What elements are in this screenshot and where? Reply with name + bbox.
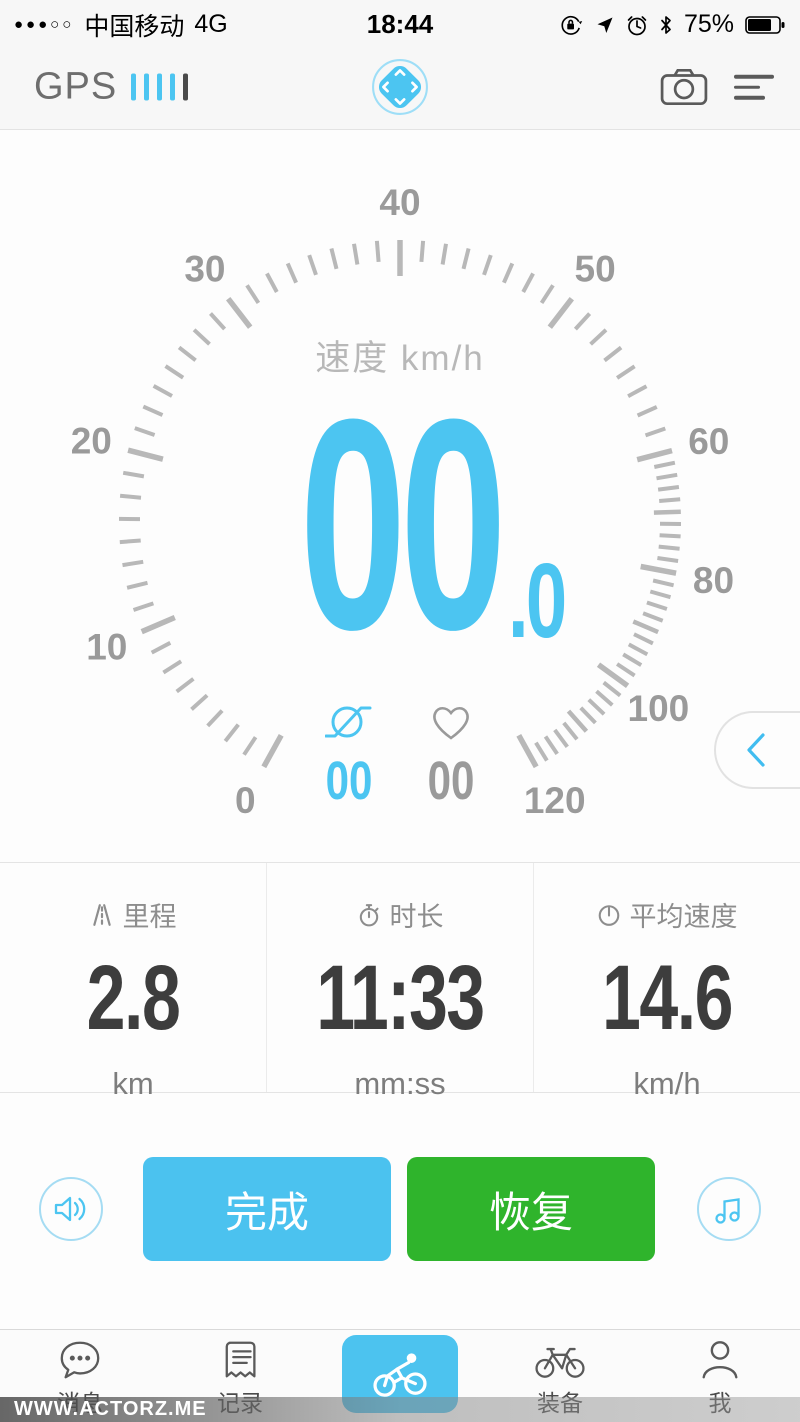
svg-text:0: 0	[235, 780, 256, 821]
status-bar: ●●●○○ 中国移动 4G 18:44	[0, 0, 800, 45]
distance-label: 里程	[122, 902, 177, 932]
avg-speed-stat: 平均速度 14.6 km/h	[533, 863, 800, 1101]
heart-icon	[415, 698, 487, 746]
person-icon	[697, 1337, 743, 1383]
rotation-lock-icon	[559, 13, 584, 37]
battery-icon	[745, 14, 786, 36]
svg-text:10: 10	[86, 627, 127, 668]
heart-rate-stat: 00	[415, 698, 487, 808]
avg-speed-value: 14.6	[601, 947, 734, 1049]
bluetooth-icon	[659, 15, 673, 35]
network-label: 4G	[194, 10, 228, 38]
status-right: 75%	[559, 10, 786, 39]
svg-text:40: 40	[379, 182, 420, 223]
battery-fill	[748, 18, 771, 31]
battery-percent-label: 75%	[683, 10, 734, 38]
cadence-value: 00	[325, 751, 373, 811]
stopwatch-icon	[357, 903, 381, 927]
speedometer-panel: 0 10 20 30 40 50 60 80 100 120 速度 km/h 00 .0 00	[0, 130, 800, 862]
clock-time: 18:44	[366, 9, 434, 39]
gps-status: GPS	[34, 65, 189, 109]
avg-speed-unit: km/h	[633, 1066, 701, 1101]
mini-stats: 00 00	[0, 698, 800, 808]
svg-text:80: 80	[693, 560, 734, 601]
speed-value: 00	[299, 356, 507, 692]
duration-value: 11:33	[316, 947, 485, 1049]
music-button[interactable]	[697, 1177, 761, 1241]
svg-text:60: 60	[688, 421, 729, 462]
speed-decimal: .0	[508, 542, 567, 660]
svg-text:120: 120	[524, 780, 586, 821]
app-header: GPS	[0, 45, 800, 129]
chevron-left-icon	[746, 732, 766, 768]
camera-icon[interactable]	[660, 68, 708, 106]
cyclist-icon	[371, 1350, 429, 1398]
compass-dpad-icon[interactable]	[371, 58, 429, 116]
gauge-title: 速度 km/h	[315, 339, 485, 378]
speed-gauge: 0 10 20 30 40 50 60 80 100 120	[71, 182, 734, 821]
svg-text:100: 100	[628, 688, 690, 729]
finish-button[interactable]: 完成	[143, 1157, 391, 1261]
avg-speed-label: 平均速度	[629, 902, 738, 932]
music-note-icon	[713, 1193, 745, 1225]
speaker-icon	[53, 1193, 89, 1225]
status-left: ●●●○○ 中国移动 4G	[14, 7, 228, 43]
gps-label: GPS	[34, 65, 118, 108]
duration-label: 时长	[389, 902, 444, 932]
records-icon	[217, 1337, 263, 1383]
resume-button[interactable]: 恢复	[407, 1157, 655, 1261]
carrier-label: 中国移动	[84, 12, 185, 41]
distance-value: 2.8	[86, 947, 181, 1049]
alarm-clock-icon	[626, 14, 648, 36]
location-arrow-icon	[595, 15, 615, 35]
svg-text:50: 50	[575, 249, 616, 290]
collapse-panel-button[interactable]	[714, 711, 800, 789]
gps-signal-bars	[131, 73, 189, 101]
distance-stat: 里程 2.8 km	[0, 863, 266, 1101]
top-bar: ●●●○○ 中国移动 4G 18:44	[0, 0, 800, 130]
bicycle-icon	[535, 1337, 585, 1383]
cadence-stat: 00	[313, 698, 385, 808]
avg-speed-icon	[597, 903, 621, 927]
distance-unit: km	[112, 1066, 154, 1101]
svg-text:20: 20	[71, 421, 112, 462]
cadence-icon	[313, 698, 385, 746]
duration-stat: 时长 11:33 mm:ss	[266, 863, 533, 1101]
svg-text:30: 30	[184, 249, 225, 290]
ride-stats-row: 里程 2.8 km 时长 11:33 mm:ss	[0, 862, 800, 1101]
road-icon	[90, 903, 114, 927]
signal-dots-icon: ●●●○○	[14, 16, 75, 33]
duration-unit: mm:ss	[354, 1066, 446, 1101]
chat-bubble-icon	[57, 1337, 103, 1383]
menu-icon[interactable]	[734, 68, 774, 107]
heart-rate-value: 00	[427, 751, 475, 811]
speaker-button[interactable]	[39, 1177, 103, 1241]
watermark: WWW.ACTORZ.ME	[0, 1397, 800, 1422]
